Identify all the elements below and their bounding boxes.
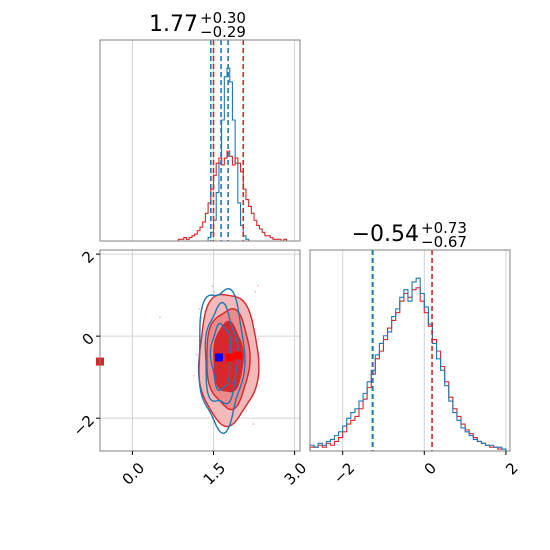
sample-point — [195, 353, 198, 356]
panel-joint: 0.0 1.5 3.0 −2 0 2 — [70, 247, 311, 488]
panel-marginal-y: −0.54 +0.73 −0.67 −2 0 2 — [309, 219, 522, 487]
title-lower-error: −0.29 — [200, 23, 246, 41]
marker — [233, 351, 242, 360]
sample-point — [245, 409, 248, 412]
sample-point — [159, 316, 161, 319]
histogram-series — [178, 67, 295, 242]
axes-frame — [309, 249, 511, 452]
contour-line — [209, 322, 232, 392]
sample-point — [254, 290, 256, 293]
marker — [225, 353, 234, 362]
histogram-series — [177, 150, 295, 242]
x-tick-label: 3.0 — [281, 459, 311, 489]
x-tick-label: −2 — [330, 459, 358, 487]
y-tick-label: −2 — [70, 411, 98, 439]
marker — [214, 353, 223, 362]
title-value: 1.77 — [149, 12, 198, 37]
title-lower-error: −0.67 — [421, 233, 467, 251]
sample-point — [213, 291, 216, 294]
axes-frame — [99, 39, 301, 242]
quantile-lines — [371, 250, 433, 451]
histograms — [177, 67, 295, 242]
panel-marginal-x: 1.77 +0.30 −0.29 — [99, 9, 301, 242]
x-tick-labels: −2 0 2 — [330, 451, 522, 487]
sample-point — [193, 374, 195, 377]
histograms — [309, 277, 507, 451]
y-tick-label: 0 — [79, 329, 98, 348]
title-value: −0.54 — [352, 222, 419, 247]
x-tick-labels: 0.0 1.5 3.0 — [119, 451, 311, 489]
axes-frame — [99, 249, 301, 452]
grid — [100, 250, 300, 451]
x-tick-label: 0 — [421, 459, 440, 478]
sample-point — [198, 307, 201, 310]
contour-line — [198, 287, 246, 435]
title-upper-error: +0.73 — [421, 219, 467, 237]
x-tick-label: 2 — [502, 459, 521, 478]
y-tick-label: 2 — [79, 247, 98, 266]
sample-point — [257, 338, 260, 340]
sample-point — [256, 284, 259, 287]
contour-lines — [198, 287, 246, 435]
sample-point — [252, 423, 255, 425]
x-tick-label: 0.0 — [119, 459, 149, 489]
grid — [342, 250, 507, 451]
sample-point — [203, 310, 206, 312]
title-upper-error: +0.30 — [200, 9, 246, 27]
contour-line — [204, 301, 239, 405]
histogram-series — [309, 287, 507, 451]
sample-point — [211, 285, 214, 288]
quantile-lines — [210, 40, 245, 241]
x-tick-label: 1.5 — [200, 459, 230, 489]
y-tick-labels: −2 0 2 — [70, 247, 100, 440]
histogram-series — [309, 277, 507, 451]
